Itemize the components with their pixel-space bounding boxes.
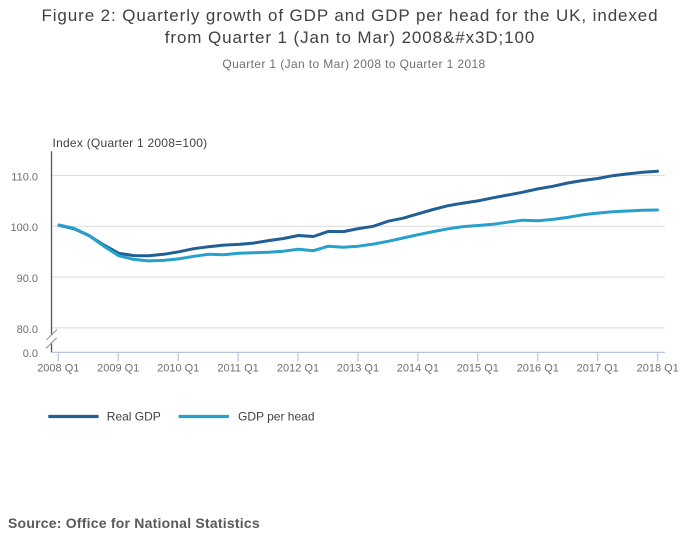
svg-text:90.0: 90.0	[17, 273, 38, 285]
svg-text:GDP per head: GDP per head	[238, 410, 315, 424]
svg-text:2015 Q1: 2015 Q1	[457, 363, 499, 375]
svg-text:110.0: 110.0	[11, 171, 38, 183]
svg-text:2009 Q1: 2009 Q1	[97, 363, 139, 375]
svg-text:100.0: 100.0	[10, 222, 38, 234]
svg-text:Index (Quarter 1 2008=100): Index (Quarter 1 2008=100)	[53, 136, 208, 150]
svg-text:2012 Q1: 2012 Q1	[277, 363, 319, 375]
svg-text:2013 Q1: 2013 Q1	[337, 363, 379, 375]
svg-text:2018 Q1: 2018 Q1	[637, 363, 679, 375]
svg-text:2010 Q1: 2010 Q1	[157, 363, 199, 375]
svg-text:2017 Q1: 2017 Q1	[577, 363, 619, 375]
svg-text:2011 Q1: 2011 Q1	[217, 363, 258, 375]
svg-text:80.0: 80.0	[17, 324, 38, 336]
svg-text:0.0: 0.0	[23, 348, 38, 360]
svg-text:2008 Q1: 2008 Q1	[37, 363, 79, 375]
svg-text:2016 Q1: 2016 Q1	[517, 363, 559, 375]
svg-text:Real GDP: Real GDP	[107, 410, 161, 424]
svg-text:2014 Q1: 2014 Q1	[397, 363, 439, 375]
